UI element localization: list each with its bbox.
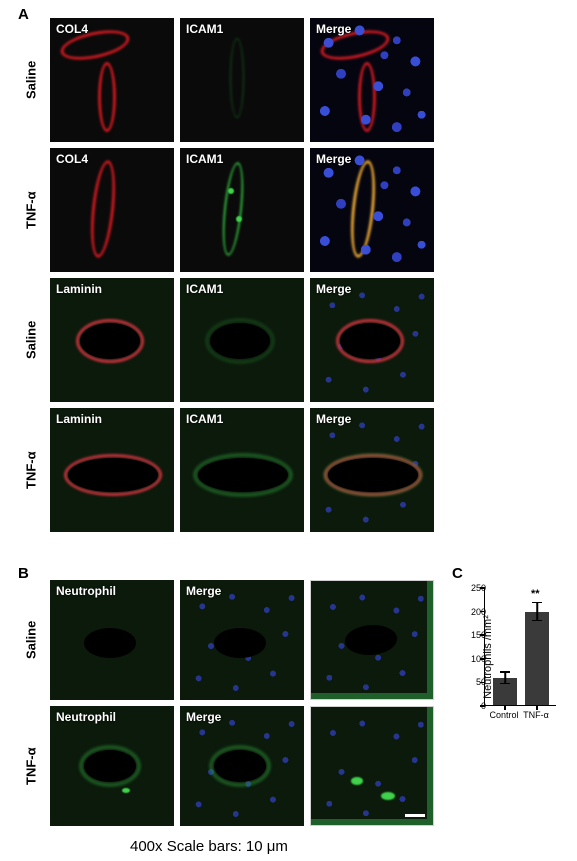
bar-chart: Neutrophils /mm² ** 050100150200250Contr… <box>452 582 562 732</box>
stain-label: Laminin <box>56 412 102 426</box>
panel-b: Saline Neutrophil Merge TNF-α Neutrophil… <box>18 570 458 826</box>
stain-label: Merge <box>316 282 351 296</box>
micrograph: COL4 <box>50 18 174 142</box>
row-label: Saline <box>18 18 44 142</box>
micrograph-3d <box>310 706 434 826</box>
micrograph-merge: Merge <box>310 148 434 272</box>
micrograph-merge: Merge <box>310 278 434 402</box>
row-label: TNF-α <box>18 148 44 272</box>
chart-ytick-label: 50 <box>476 677 486 687</box>
stain-label: Merge <box>316 412 351 426</box>
micrograph-merge: Merge <box>310 18 434 142</box>
chart-ytick-label: 150 <box>471 630 486 640</box>
stain-label: COL4 <box>56 152 88 166</box>
chart-ytick-label: 100 <box>471 654 486 664</box>
stain-label: ICAM1 <box>186 22 223 36</box>
stain-label: ICAM1 <box>186 412 223 426</box>
chart-xtick-label: TNF-α <box>521 710 551 720</box>
micrograph-3d <box>310 580 434 700</box>
stain-label: COL4 <box>56 22 88 36</box>
row-label: TNF-α <box>18 408 44 532</box>
stain-label: Neutrophil <box>56 584 116 598</box>
row-label: Saline <box>18 278 44 402</box>
micrograph: Laminin <box>50 278 174 402</box>
micrograph-merge: Merge <box>310 408 434 532</box>
chart-ytick-label: 0 <box>481 701 486 711</box>
stain-label: Merge <box>186 584 221 598</box>
panel-a: Saline COL4 ICAM1 Merge TNF-α COL4 ICAM1 <box>18 8 458 532</box>
panel-c-letter: C <box>452 565 463 582</box>
figure-caption: 400x Scale bars: 10 μm <box>130 838 288 855</box>
micrograph: Neutrophil <box>50 706 174 826</box>
panel-a-grid: Saline COL4 ICAM1 Merge TNF-α COL4 ICAM1 <box>18 18 458 532</box>
chart-bar <box>525 612 549 705</box>
stain-label: Laminin <box>56 282 102 296</box>
micrograph: Laminin <box>50 408 174 532</box>
panel-b-grid: Saline Neutrophil Merge TNF-α Neutrophil… <box>18 580 458 826</box>
stain-label: ICAM1 <box>186 282 223 296</box>
micrograph: ICAM1 <box>180 408 304 532</box>
micrograph-merge: Merge <box>180 706 304 826</box>
chart-xtick-label: Control <box>489 710 519 720</box>
micrograph-merge: Merge <box>180 580 304 700</box>
row-label: Saline <box>18 580 44 700</box>
scale-bar <box>405 814 425 817</box>
stain-label: Merge <box>316 152 351 166</box>
stain-label: Neutrophil <box>56 710 116 724</box>
stain-label: Merge <box>186 710 221 724</box>
chart-significance: ** <box>531 588 540 600</box>
micrograph: Neutrophil <box>50 580 174 700</box>
micrograph: ICAM1 <box>180 148 304 272</box>
stain-label: Merge <box>316 22 351 36</box>
chart-plot-area: ** <box>484 588 556 706</box>
micrograph: ICAM1 <box>180 18 304 142</box>
panel-c: Neutrophils /mm² ** 050100150200250Contr… <box>452 582 567 752</box>
micrograph: COL4 <box>50 148 174 272</box>
chart-ytick-label: 200 <box>471 607 486 617</box>
row-label: TNF-α <box>18 706 44 826</box>
stain-label: ICAM1 <box>186 152 223 166</box>
micrograph: ICAM1 <box>180 278 304 402</box>
chart-ytick-label: 250 <box>471 583 486 593</box>
